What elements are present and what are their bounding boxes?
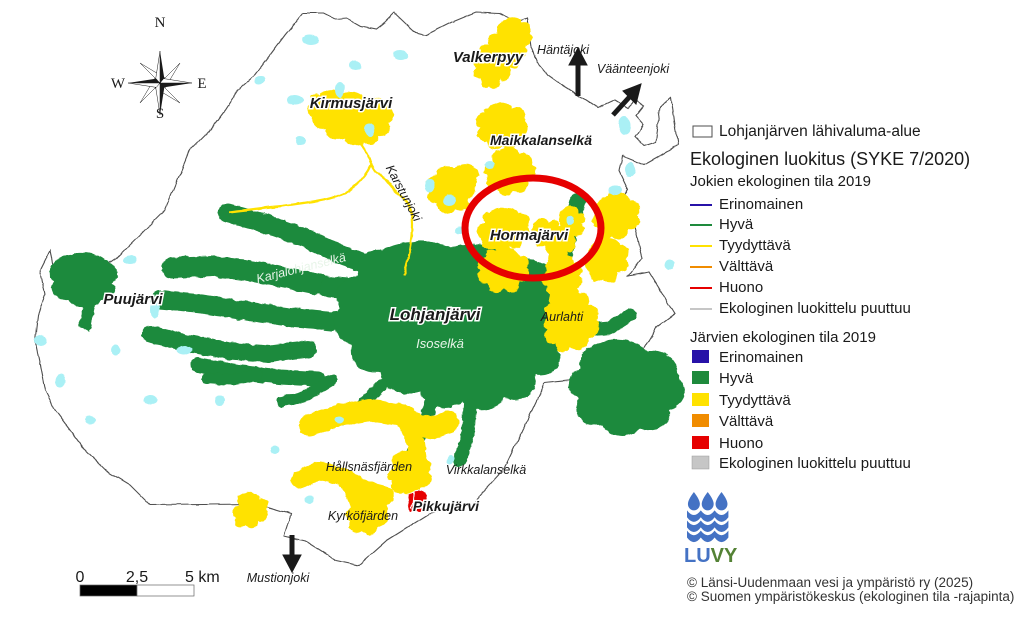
svg-text:Aurlahti: Aurlahti xyxy=(540,310,585,324)
svg-text:Isoselkä: Isoselkä xyxy=(416,336,464,351)
svg-text:Välttävä: Välttävä xyxy=(719,413,774,430)
svg-text:Huono: Huono xyxy=(719,435,763,452)
svg-text:Lohjanjärvi: Lohjanjärvi xyxy=(390,305,482,324)
svg-text:Väänteenjoki: Väänteenjoki xyxy=(597,62,671,76)
svg-text:Häntäjoki: Häntäjoki xyxy=(537,43,590,57)
svg-text:0: 0 xyxy=(76,569,85,586)
svg-text:S: S xyxy=(156,106,164,122)
svg-text:Erinomainen: Erinomainen xyxy=(719,349,803,366)
svg-text:Mustionjoki: Mustionjoki xyxy=(247,571,311,585)
svg-text:Maikkalanselkä: Maikkalanselkä xyxy=(490,132,592,148)
svg-text:Ekologinen luokitus (SYKE 7/20: Ekologinen luokitus (SYKE 7/2020) xyxy=(690,149,970,169)
svg-text:Kyrköfjärden: Kyrköfjärden xyxy=(328,509,398,523)
svg-text:2,5: 2,5 xyxy=(126,569,148,586)
svg-text:Hyvä: Hyvä xyxy=(719,216,754,233)
svg-text:Tyydyttävä: Tyydyttävä xyxy=(719,237,791,254)
svg-text:W: W xyxy=(111,76,126,92)
svg-text:Lohjanjärven lähivaluma-alue: Lohjanjärven lähivaluma-alue xyxy=(719,123,921,140)
svg-text:Jokien ekologinen tila 2019: Jokien ekologinen tila 2019 xyxy=(690,173,871,190)
svg-text:N: N xyxy=(155,15,166,31)
svg-text:Hållsnäsfjärden: Hållsnäsfjärden xyxy=(326,460,412,474)
svg-text:Puujärvi: Puujärvi xyxy=(103,291,163,308)
svg-text:Välttävä: Välttävä xyxy=(719,258,774,275)
svg-text:Tyydyttävä: Tyydyttävä xyxy=(719,392,791,409)
svg-text:© Suomen ympäristökeskus (ekol: © Suomen ympäristökeskus (ekologinen til… xyxy=(687,589,1014,604)
svg-text:Virkkalanselkä: Virkkalanselkä xyxy=(446,463,526,477)
svg-text:Erinomainen: Erinomainen xyxy=(719,196,803,213)
svg-text:© Länsi-Uudenmaan vesi ja ympä: © Länsi-Uudenmaan vesi ja ympäristö ry (… xyxy=(687,575,973,590)
svg-text:5 km: 5 km xyxy=(185,569,220,586)
svg-text:E: E xyxy=(197,76,206,92)
svg-text:Huono: Huono xyxy=(719,279,763,296)
svg-text:Kirmusjärvi: Kirmusjärvi xyxy=(310,95,393,112)
svg-text:Pikkujärvi: Pikkujärvi xyxy=(413,498,480,514)
svg-text:Valkerpyy: Valkerpyy xyxy=(453,49,524,66)
svg-text:LUVY: LUVY xyxy=(684,545,738,567)
svg-text:Ekologinen luokittelu puuttuu: Ekologinen luokittelu puuttuu xyxy=(719,300,911,317)
svg-text:Järvien ekologinen tila 2019: Järvien ekologinen tila 2019 xyxy=(690,329,876,346)
svg-text:Hyvä: Hyvä xyxy=(719,370,754,387)
svg-text:Hormajärvi: Hormajärvi xyxy=(490,227,569,244)
svg-text:Ekologinen luokittelu puuttuu: Ekologinen luokittelu puuttuu xyxy=(719,455,911,472)
